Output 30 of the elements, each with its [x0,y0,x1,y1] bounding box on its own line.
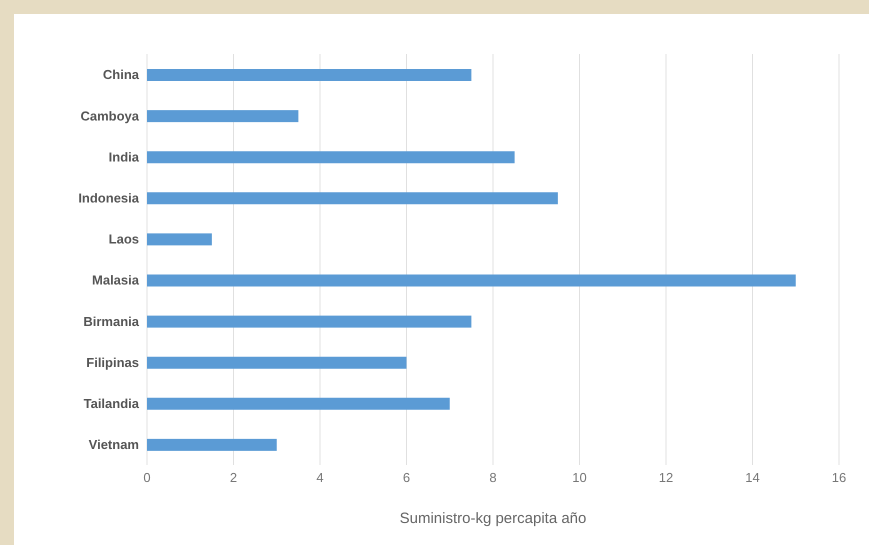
bar [147,316,472,328]
y-tick-label: Tailandia [84,396,140,411]
y-tick-label: Malasia [92,272,140,288]
y-tick-label: Camboya [80,108,140,124]
y-tick-label: China [102,67,140,82]
bar [147,192,558,204]
bar [147,356,406,369]
bar [147,438,277,451]
bar [147,274,796,286]
y-tick-label: India [108,149,140,164]
x-tick-label: 0 [143,470,151,486]
x-tick-label: 6 [402,470,410,486]
x-tick-label: 2 [230,470,238,486]
y-tick-label: Laos [108,232,139,247]
x-tick-label: 16 [832,470,846,486]
bar [147,69,472,81]
bar [147,233,212,246]
x-tick-label: 14 [745,470,760,486]
bar [147,151,515,164]
y-tick-label: Filipinas [86,354,139,370]
y-tick-label: Birmania [83,314,140,329]
x-tick-label: 12 [658,470,674,486]
x-axis-title: Suministro-kg percapita año [400,510,586,527]
bar [147,398,450,410]
y-tick-label: Vietnam [88,437,139,452]
x-tick-label: 10 [572,470,587,486]
x-tick-label: 8 [489,470,497,486]
x-tick-label: 4 [316,470,324,486]
y-tick-label: Indonesia [78,190,140,206]
bar [147,110,298,122]
